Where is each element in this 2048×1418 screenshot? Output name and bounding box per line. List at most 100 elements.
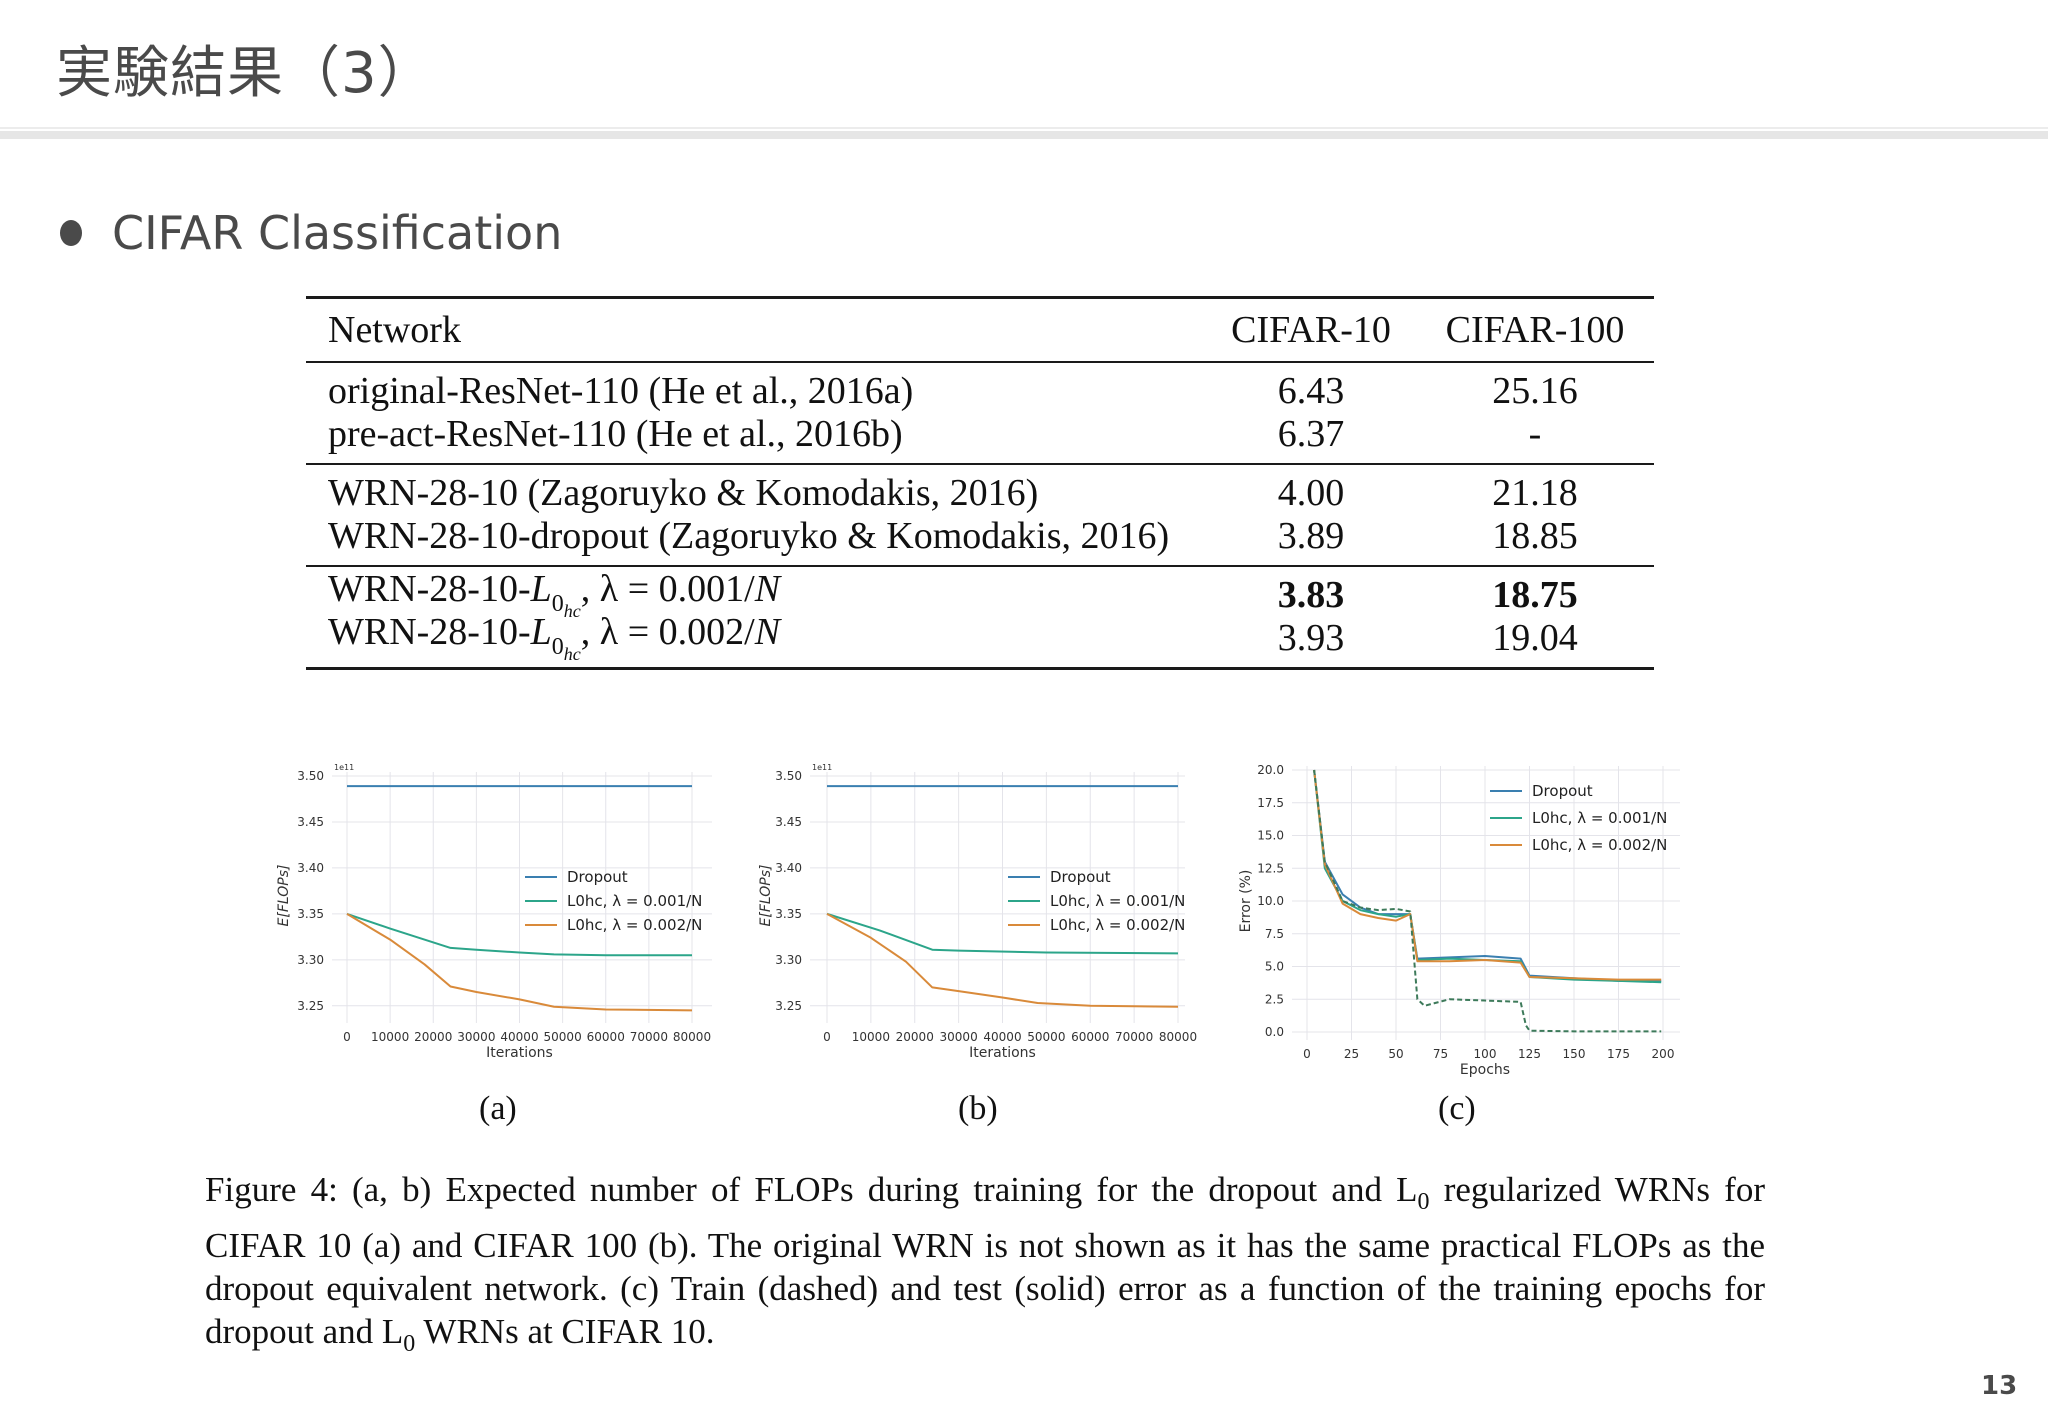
svg-text:3.35: 3.35 xyxy=(297,907,324,921)
cell-network: WRN-28-10-L0hc, λ = 0.002/N xyxy=(328,611,781,664)
bullet-item: CIFAR Classification xyxy=(60,206,562,260)
cell-cifar100: 18.85 xyxy=(1492,514,1578,557)
svg-text:175: 175 xyxy=(1607,1047,1630,1061)
title-divider-shadow xyxy=(0,131,2048,139)
table-group-resnet: original-ResNet-110 (He et al., 2016a) 6… xyxy=(306,363,1654,463)
svg-text:50: 50 xyxy=(1388,1047,1403,1061)
table-rule xyxy=(306,463,1654,465)
svg-text:L0hc, λ = 0.001/N: L0hc, λ = 0.001/N xyxy=(567,892,702,910)
svg-text:1e11: 1e11 xyxy=(812,763,832,772)
cell-cifar10: 3.93 xyxy=(1277,616,1345,659)
slide-title: 実験結果（3） xyxy=(56,41,435,106)
svg-text:60000: 60000 xyxy=(587,1030,625,1044)
svg-text:1e11: 1e11 xyxy=(334,763,354,772)
svg-text:5.0: 5.0 xyxy=(1265,960,1284,974)
cell-cifar10: 4.00 xyxy=(1277,471,1345,514)
svg-text:L0hc, λ = 0.002/N: L0hc, λ = 0.002/N xyxy=(567,916,702,934)
svg-text:Epochs: Epochs xyxy=(1460,1062,1510,1078)
svg-text:3.45: 3.45 xyxy=(775,815,802,829)
bullet-text: CIFAR Classification xyxy=(112,206,563,260)
cell-cifar100-best: 18.75 xyxy=(1492,573,1578,616)
svg-text:70000: 70000 xyxy=(630,1030,668,1044)
svg-text:50000: 50000 xyxy=(1027,1030,1065,1044)
svg-text:Dropout: Dropout xyxy=(1050,868,1111,886)
cell-cifar100: 19.04 xyxy=(1492,616,1578,659)
svg-text:17.5: 17.5 xyxy=(1257,796,1284,810)
cell-network: WRN-28-10-dropout (Zagoruyko & Komodakis… xyxy=(328,514,1170,557)
svg-text:Dropout: Dropout xyxy=(1532,782,1593,800)
svg-text:60000: 60000 xyxy=(1071,1030,1109,1044)
svg-text:7.5: 7.5 xyxy=(1265,927,1284,941)
svg-text:Dropout: Dropout xyxy=(567,868,628,886)
table-row: original-ResNet-110 (He et al., 2016a) 6… xyxy=(306,369,1654,412)
svg-text:3.25: 3.25 xyxy=(297,999,324,1013)
svg-text:20.0: 20.0 xyxy=(1257,763,1284,777)
cell-cifar10-best: 3.83 xyxy=(1277,573,1345,616)
table-row: pre-act-ResNet-110 (He et al., 2016b) 6.… xyxy=(306,412,1654,455)
subfigure-label-a: (a) xyxy=(479,1090,517,1127)
svg-text:80000: 80000 xyxy=(673,1030,711,1044)
table-row: WRN-28-10 (Zagoruyko & Komodakis, 2016) … xyxy=(306,471,1654,514)
cell-network: WRN-28-10 (Zagoruyko & Komodakis, 2016) xyxy=(328,471,1039,514)
cell-network: WRN-28-10-L0hc, λ = 0.001/N xyxy=(328,568,781,621)
cell-cifar10: 6.37 xyxy=(1277,412,1345,455)
header-network: Network xyxy=(328,309,461,351)
svg-text:3.40: 3.40 xyxy=(775,861,802,875)
chart-flops-cifar10: 0 10000 20000 30000 40000 50000 60000 70000 8000… xyxy=(270,760,730,1074)
svg-text:0.0: 0.0 xyxy=(1265,1025,1284,1039)
svg-text:2.5: 2.5 xyxy=(1265,992,1284,1006)
svg-text:75: 75 xyxy=(1433,1047,1448,1061)
cell-cifar10: 3.89 xyxy=(1277,514,1345,557)
table-bottom-rule xyxy=(306,667,1654,670)
svg-text:E[FLOPs]: E[FLOPs] xyxy=(276,865,292,927)
svg-text:Error (%): Error (%) xyxy=(1238,870,1254,933)
svg-text:80000: 80000 xyxy=(1159,1030,1197,1044)
svg-text:40000: 40000 xyxy=(500,1030,538,1044)
table-row: WRN-28-10-L0hc, λ = 0.001/N 3.83 18.75 xyxy=(306,568,1654,621)
svg-text:150: 150 xyxy=(1563,1047,1586,1061)
svg-text:125: 125 xyxy=(1518,1047,1541,1061)
svg-text:3.50: 3.50 xyxy=(775,769,802,783)
svg-text:12.5: 12.5 xyxy=(1257,861,1284,875)
svg-text:3.30: 3.30 xyxy=(775,953,802,967)
table-row: WRN-28-10-dropout (Zagoruyko & Komodakis… xyxy=(306,514,1654,557)
svg-text:70000: 70000 xyxy=(1115,1030,1153,1044)
svg-text:10.0: 10.0 xyxy=(1257,894,1284,908)
table-group-wrn: WRN-28-10 (Zagoruyko & Komodakis, 2016) … xyxy=(306,465,1654,565)
svg-text:3.25: 3.25 xyxy=(775,999,802,1013)
svg-text:L0hc, λ = 0.002/N: L0hc, λ = 0.002/N xyxy=(1050,916,1185,934)
svg-text:10000: 10000 xyxy=(852,1030,890,1044)
table-row: WRN-28-10-L0hc, λ = 0.002/N 3.93 19.04 xyxy=(306,611,1654,664)
figure-caption: Figure 4: (a, b) Expected number of FLOP… xyxy=(205,1170,1765,1357)
svg-text:10000: 10000 xyxy=(371,1030,409,1044)
chart-error-epochs: 0 25 50 75 100 125 150 175 200 0.0 2.5 5.0 7.5 10.0 12… xyxy=(1220,755,1700,1079)
cell-cifar100: - xyxy=(1528,412,1542,455)
header-cifar10: CIFAR-10 xyxy=(1231,309,1391,351)
svg-text:Iterations: Iterations xyxy=(486,1045,553,1061)
svg-text:200: 200 xyxy=(1652,1047,1675,1061)
cell-cifar10: 6.43 xyxy=(1277,369,1345,412)
cell-cifar100: 21.18 xyxy=(1492,471,1578,514)
table-group-l0: WRN-28-10-L0hc, λ = 0.001/N 3.83 18.75 W… xyxy=(306,567,1654,667)
results-table: Network CIFAR-10 CIFAR-100 original-ResN… xyxy=(306,296,1654,670)
svg-text:100: 100 xyxy=(1474,1047,1497,1061)
cell-cifar100: 25.16 xyxy=(1492,369,1578,412)
svg-text:3.30: 3.30 xyxy=(297,953,324,967)
svg-text:20000: 20000 xyxy=(896,1030,934,1044)
svg-text:50000: 50000 xyxy=(544,1030,582,1044)
svg-text:3.50: 3.50 xyxy=(297,769,324,783)
svg-text:E[FLOPs]: E[FLOPs] xyxy=(758,865,774,927)
svg-text:L0hc, λ = 0.002/N: L0hc, λ = 0.002/N xyxy=(1532,836,1667,854)
title-divider xyxy=(0,127,2048,129)
svg-text:40000: 40000 xyxy=(983,1030,1021,1044)
svg-text:30000: 30000 xyxy=(457,1030,495,1044)
svg-text:30000: 30000 xyxy=(940,1030,978,1044)
svg-text:3.45: 3.45 xyxy=(297,815,324,829)
cell-network: pre-act-ResNet-110 (He et al., 2016b) xyxy=(328,412,903,455)
svg-text:L0hc, λ = 0.001/N: L0hc, λ = 0.001/N xyxy=(1532,809,1667,827)
bullet-icon xyxy=(60,220,82,246)
header-cifar100: CIFAR-100 xyxy=(1445,309,1625,351)
svg-text:0: 0 xyxy=(1303,1047,1311,1061)
svg-text:L0hc, λ = 0.001/N: L0hc, λ = 0.001/N xyxy=(1050,892,1185,910)
subfigure-label-b: (b) xyxy=(958,1090,998,1127)
